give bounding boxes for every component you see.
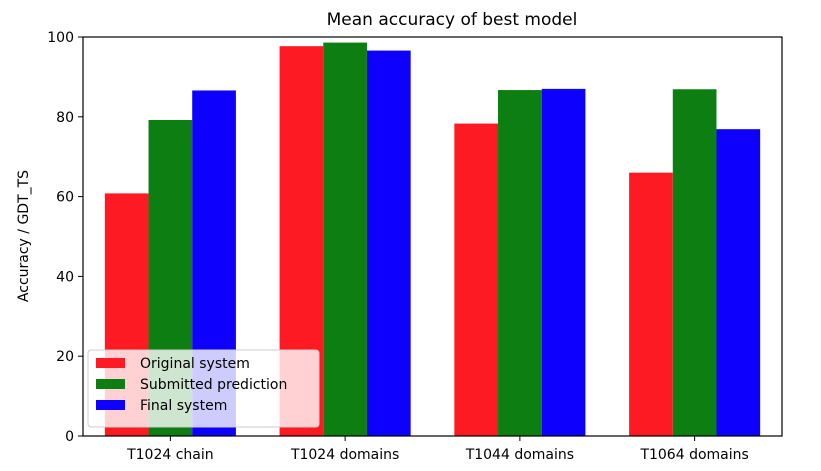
bar-2-3 [498, 90, 542, 436]
bar-1-3 [454, 123, 499, 436]
bars-layer [104, 42, 761, 437]
y-tick-label: 80 [56, 110, 74, 126]
plot-frame [82, 36, 783, 437]
y-tick-label: 100 [47, 30, 74, 46]
bar-3-3 [541, 88, 586, 437]
y-tick-label: 20 [56, 349, 74, 365]
y-axis-label: Accuracy / GDT_TS [16, 170, 32, 302]
bar-3-4 [716, 129, 761, 437]
legend-swatch [96, 358, 125, 368]
x-tick-label: T1044 domains [465, 447, 574, 463]
legend-box [87, 349, 320, 428]
legend-label: Original system [140, 356, 250, 372]
legend-swatch [96, 400, 125, 410]
bar-2-2 [323, 42, 367, 437]
bar-2-4 [672, 89, 717, 437]
x-tick-label: T1024 chain [126, 447, 214, 463]
legend: Original system Submitted prediction Final… [87, 349, 320, 428]
y-tick-label: 40 [56, 269, 74, 285]
y-tick-label: 60 [56, 190, 74, 206]
x-tick-label: T1024 domains [290, 447, 399, 463]
y-tick-label: 0 [65, 429, 74, 445]
bar-3-2 [366, 50, 411, 436]
legend-label: Final system [140, 398, 227, 414]
legend-swatch [96, 379, 125, 389]
chart-title: Mean accuracy of best model [327, 10, 578, 30]
legend-label: Submitted prediction [140, 377, 287, 393]
bar-1-4 [629, 172, 673, 436]
x-tick-label: T1064 domains [639, 447, 748, 463]
axes-layer: 0 20 40 60 80 100 T1024 chain T1024 domains T104… [47, 30, 783, 463]
